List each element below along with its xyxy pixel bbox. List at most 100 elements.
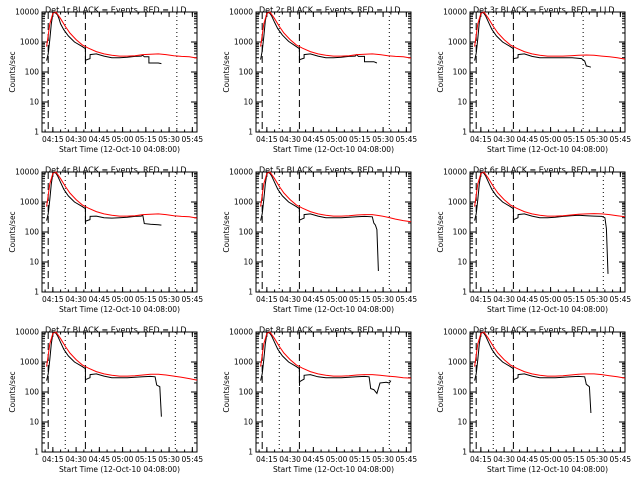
x-tick-label: 05:15	[563, 295, 585, 304]
panel-title: Det 6r BLACK = Events, RED = LLD	[473, 166, 615, 175]
series-events-line	[46, 11, 162, 65]
x-tick-label: 04:45	[303, 295, 325, 304]
x-tick-label: 04:15	[256, 455, 278, 464]
y-tick-label: 10000	[443, 168, 467, 177]
x-tick-label: 04:45	[89, 455, 111, 464]
y-axis-label: Counts/sec	[222, 51, 231, 92]
x-axis-label: Start Time (12-Oct-10 04:08:00)	[487, 465, 608, 474]
x-tick-label: 04:45	[89, 135, 111, 144]
x-tick-label: 04:30	[65, 455, 87, 464]
y-tick-label: 100	[239, 68, 254, 77]
x-tick-label: 04:45	[303, 135, 325, 144]
y-tick-label: 10	[243, 258, 253, 267]
panel-title: Det 7r BLACK = Events, RED = LLD	[45, 326, 187, 335]
panel-det-2r: 1 10 100 1000 10000 04:15 04:30 04:45 05:00 05:15…	[222, 6, 417, 155]
y-axis-label: Counts/sec	[8, 371, 17, 412]
x-tick-label: 04:45	[89, 295, 111, 304]
y-tick-label: 10	[457, 98, 467, 107]
y-tick-label: 10	[457, 258, 467, 267]
y-axis-label: Counts/sec	[436, 371, 445, 412]
x-tick-label: 04:15	[470, 295, 492, 304]
x-tick-label: 04:45	[517, 455, 539, 464]
x-tick-label: 05:45	[182, 455, 204, 464]
x-tick-label: 05:30	[372, 455, 394, 464]
x-tick-label: 05:45	[610, 295, 632, 304]
y-tick-label: 1000	[20, 198, 39, 207]
y-tick-label: 10	[243, 98, 253, 107]
x-tick-label: 05:00	[326, 295, 348, 304]
y-axis-label: Counts/sec	[222, 371, 231, 412]
series-lld-line	[260, 11, 412, 59]
y-tick-label: 100	[239, 228, 254, 237]
x-tick-label: 05:00	[326, 135, 348, 144]
series-events-line	[46, 171, 162, 226]
x-tick-label: 05:45	[182, 135, 204, 144]
panel-det-4r: 1 10 100 1000 10000 04:15 04:30 04:45 05:00 05:15…	[8, 166, 203, 315]
y-tick-label: 1	[248, 128, 253, 137]
series-lld-line	[474, 11, 626, 60]
series-events-line	[260, 11, 378, 64]
x-tick-label: 05:30	[586, 455, 608, 464]
x-tick-label: 05:15	[349, 455, 371, 464]
panel-title: Det 5r BLACK = Events, RED = LLD	[259, 166, 401, 175]
y-tick-label: 100	[25, 228, 40, 237]
x-tick-label: 05:45	[396, 135, 418, 144]
x-tick-label: 05:45	[396, 455, 418, 464]
y-tick-label: 10000	[15, 168, 39, 177]
y-tick-label: 1	[34, 128, 39, 137]
y-axis-label: Counts/sec	[8, 51, 17, 92]
x-tick-label: 05:30	[158, 455, 180, 464]
y-tick-label: 10	[29, 258, 39, 267]
x-tick-label: 04:45	[517, 135, 539, 144]
x-tick-label: 05:00	[540, 295, 562, 304]
y-tick-label: 1000	[234, 358, 253, 367]
x-tick-label: 05:30	[372, 295, 394, 304]
x-tick-label: 04:30	[279, 295, 301, 304]
y-tick-label: 1	[34, 448, 39, 457]
x-axis-label: Start Time (12-Oct-10 04:08:00)	[59, 465, 180, 474]
y-tick-label: 1000	[448, 358, 467, 367]
x-axis-label: Start Time (12-Oct-10 04:08:00)	[59, 145, 180, 154]
panel-title: Det 8r BLACK = Events, RED = LLD	[259, 326, 401, 335]
y-tick-label: 1	[248, 288, 253, 297]
series-events-line	[474, 171, 609, 274]
y-tick-label: 100	[25, 388, 40, 397]
panel-title: Det 4r BLACK = Events, RED = LLD	[45, 166, 187, 175]
y-tick-label: 1	[34, 288, 39, 297]
x-tick-label: 05:00	[112, 455, 134, 464]
y-tick-label: 10000	[15, 328, 39, 337]
x-axis-label: Start Time (12-Oct-10 04:08:00)	[273, 305, 394, 314]
x-tick-label: 05:15	[349, 135, 371, 144]
panel-det-6r: 1 10 100 1000 10000 04:15 04:30 04:45 05:00 05:15…	[436, 166, 631, 315]
x-tick-label: 04:30	[493, 455, 515, 464]
y-tick-label: 1000	[448, 38, 467, 47]
x-axis-label: Start Time (12-Oct-10 04:08:00)	[487, 145, 608, 154]
y-tick-label: 10	[457, 418, 467, 427]
y-tick-label: 1	[462, 128, 467, 137]
x-tick-label: 04:15	[470, 135, 492, 144]
y-tick-label: 100	[453, 228, 468, 237]
panel-det-7r: 1 10 100 1000 10000 04:15 04:30 04:45 05:00 05:15…	[8, 326, 203, 475]
x-tick-label: 05:15	[135, 455, 157, 464]
x-tick-label: 05:15	[349, 295, 371, 304]
panel-title: Det 9r BLACK = Events, RED = LLD	[473, 326, 615, 335]
x-tick-label: 05:30	[158, 135, 180, 144]
panel-det-1r: 1 10 100 1000 10000 04:15 04:30 04:45 05:00 05:15…	[8, 6, 203, 155]
y-tick-label: 1000	[234, 38, 253, 47]
x-tick-label: 04:15	[42, 455, 64, 464]
y-tick-label: 10	[29, 418, 39, 427]
series-lld-line	[46, 171, 198, 219]
y-tick-label: 1000	[20, 358, 39, 367]
x-tick-label: 05:45	[610, 455, 632, 464]
y-tick-label: 100	[453, 388, 468, 397]
y-tick-label: 10	[243, 418, 253, 427]
x-tick-label: 04:30	[65, 135, 87, 144]
series-lld-line	[260, 171, 412, 223]
x-tick-label: 05:15	[563, 135, 585, 144]
x-axis-label: Start Time (12-Oct-10 04:08:00)	[487, 305, 608, 314]
x-tick-label: 04:30	[279, 455, 301, 464]
panel-title: Det 3r BLACK = Events, RED = LLD	[473, 6, 615, 15]
series-events-line	[474, 11, 592, 68]
x-tick-label: 05:00	[326, 455, 348, 464]
